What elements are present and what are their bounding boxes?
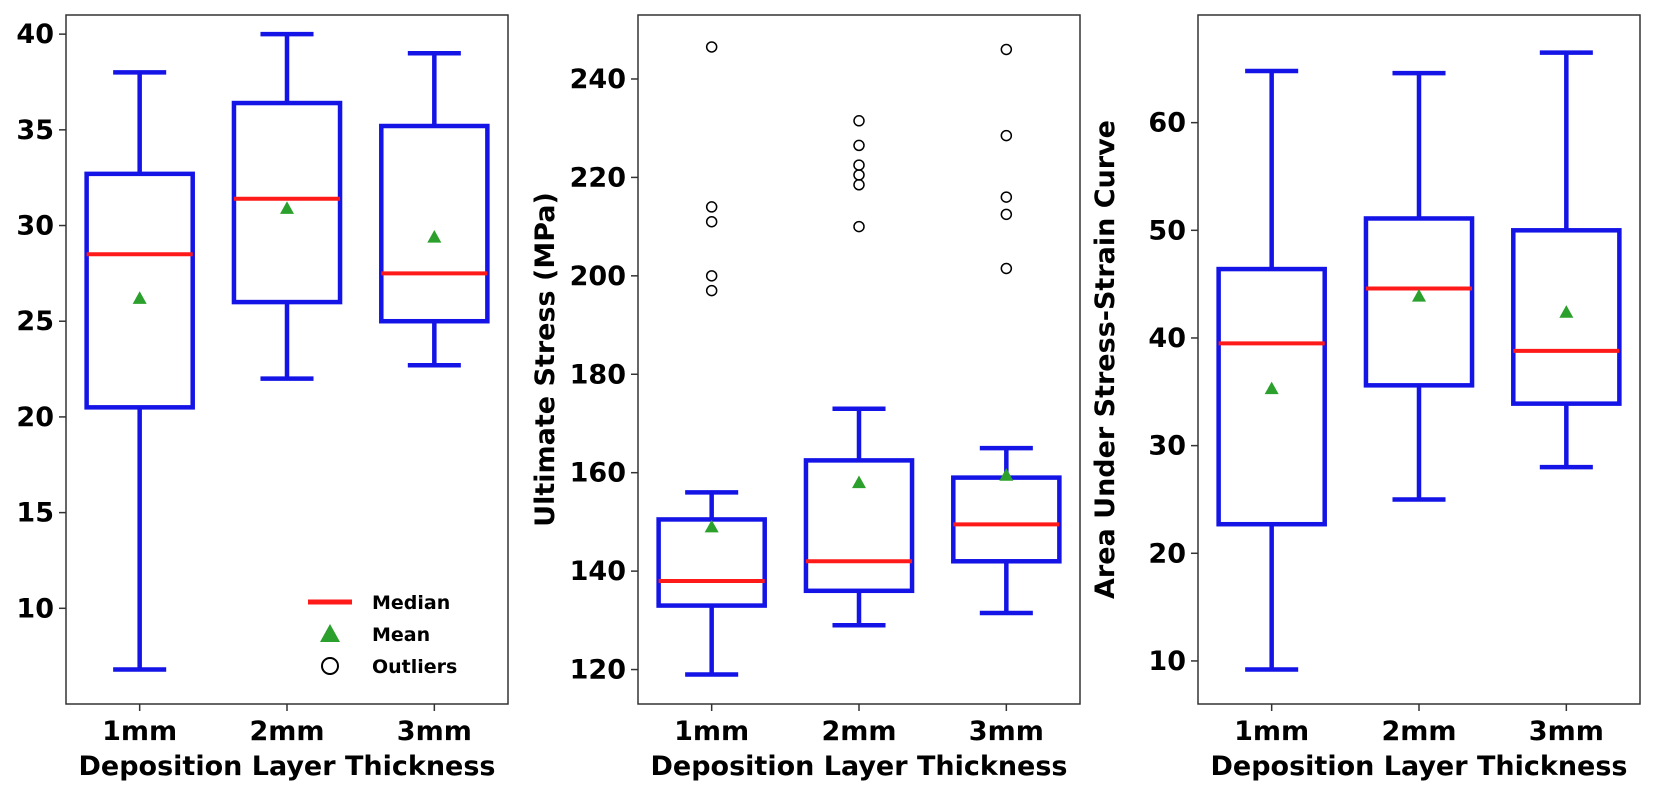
legend: Median Mean Outliers (308, 592, 457, 678)
y-tick-label: 10 (16, 593, 54, 624)
legend-label-outliers: Outliers (372, 656, 457, 678)
x-axis-title: Deposition Layer Thickness (78, 751, 495, 782)
mean-marker (704, 519, 719, 533)
y-tick-label: 20 (1148, 538, 1186, 569)
mean-marker (999, 468, 1014, 481)
y-tick-label: 140 (570, 556, 626, 587)
y-tick-label: 30 (1148, 431, 1186, 462)
box-1mm (656, 41, 767, 677)
iqr-box (231, 100, 343, 305)
outlier-point (853, 179, 865, 191)
x-tick-label: 3mm (397, 716, 472, 747)
y-tick-label: 10 (1148, 646, 1186, 677)
box-2mm (1363, 70, 1475, 502)
x-tick-label: 1mm (1234, 716, 1309, 747)
x-tick-label: 2mm (1381, 716, 1456, 747)
outlier-point (1000, 43, 1013, 56)
x-tick-label: 3mm (969, 716, 1044, 747)
iqr-box (803, 458, 915, 594)
iqr-box (84, 171, 195, 410)
y-tick-label: 240 (570, 64, 626, 95)
outlier-point (853, 139, 865, 152)
y-tick-label: 60 (1148, 108, 1186, 139)
box-3mm (379, 51, 490, 368)
iqr-box (1216, 266, 1327, 527)
legend-outlier-swatch (321, 657, 339, 675)
mean-marker (1559, 305, 1574, 318)
outlier-point (705, 41, 718, 53)
box-3mm (951, 43, 1062, 616)
x-axis-title: Deposition Layer Thickness (1210, 751, 1627, 782)
box-1mm (84, 70, 195, 672)
y-tick-label: 25 (16, 306, 54, 337)
y-axis-title: Area Under Stress-Strain Curve (1090, 120, 1121, 599)
box-2mm (231, 31, 343, 381)
outlier-point (853, 159, 865, 171)
y-tick-label: 35 (16, 115, 54, 146)
iqr-box (1363, 216, 1475, 388)
y-tick-label: 40 (1148, 323, 1186, 354)
legend-label-median: Median (372, 592, 450, 614)
x-tick-label: 2mm (821, 716, 896, 747)
outlier-point (853, 115, 865, 127)
y-tick-label: 50 (1148, 215, 1186, 246)
outlier-point (1000, 129, 1013, 142)
x-tick-label: 3mm (1529, 716, 1604, 747)
outlier-point (705, 201, 718, 213)
box-2mm (803, 115, 915, 628)
box-1mm (1216, 68, 1327, 672)
y-tick-label: 200 (570, 261, 626, 292)
x-tick-label: 2mm (249, 716, 324, 747)
outlier-point (853, 169, 865, 181)
y-tick-label: 40 (16, 19, 54, 50)
outlier-point (853, 220, 865, 233)
y-tick-label: 220 (570, 162, 626, 193)
mean-marker (280, 201, 294, 214)
outlier-point (1000, 262, 1013, 275)
mean-marker (1412, 288, 1426, 302)
iqr-box (379, 123, 490, 324)
chart-panel-3: 10 20 30 40 50 60 1mm 2mm 3mm Deposition Layer Th… (1090, 14, 1641, 782)
y-tick-label: 20 (16, 402, 54, 433)
mean-marker (132, 291, 147, 304)
x-axis-title: Deposition Layer Thickness (650, 751, 1067, 782)
y-tick-label: 180 (570, 359, 626, 390)
y-tick-label: 30 (16, 211, 54, 242)
mean-marker (427, 230, 442, 243)
chart-panel-1: 10 15 20 25 30 35 40 1mm 2mm 3mm Deposition Layer … (16, 14, 509, 782)
legend-mean-swatch (320, 624, 340, 642)
y-axis-title: Ultimate Stress (MPa) (530, 192, 561, 527)
iqr-box (656, 517, 767, 608)
legend-label-mean: Mean (372, 624, 430, 646)
outlier-point (705, 215, 718, 228)
iqr-box (1511, 228, 1622, 406)
box-3mm (1511, 50, 1622, 470)
x-tick-label: 1mm (102, 716, 177, 747)
outlier-point (705, 270, 718, 282)
y-tick-label: 120 (570, 655, 626, 686)
x-tick-label: 1mm (674, 716, 749, 747)
outlier-point (1000, 208, 1013, 221)
iqr-box (951, 475, 1062, 564)
y-tick-label: 15 (16, 498, 54, 529)
outlier-point (1000, 191, 1013, 203)
y-tick-label: 160 (570, 458, 626, 489)
chart-panel-2: 120 140 160 180 200 220 240 1mm 2mm 3mm Deposition… (530, 14, 1081, 782)
outlier-point (705, 284, 718, 297)
mean-marker (852, 475, 866, 489)
mean-marker (1264, 381, 1279, 395)
